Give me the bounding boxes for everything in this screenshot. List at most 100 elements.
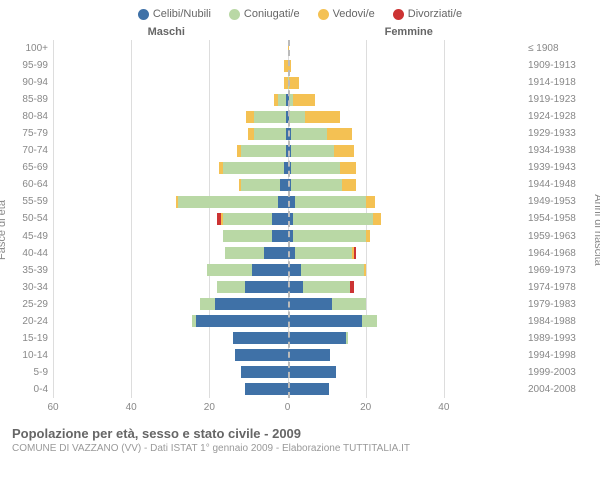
x-tick-label: 60 [47, 402, 58, 413]
bar-segment-con [241, 145, 286, 157]
bar-segment-cel [241, 366, 288, 378]
legend-item: Coniugati/e [229, 8, 300, 20]
bar-segment-cel [288, 298, 333, 310]
male-half [53, 60, 288, 72]
legend-swatch [393, 9, 404, 20]
female-half [288, 94, 523, 106]
gender-right-label: Femmine [288, 26, 531, 38]
birth-year-label: 1919-1923 [528, 94, 592, 105]
male-half [53, 298, 288, 310]
female-half [288, 366, 523, 378]
age-label: 90-94 [8, 77, 48, 88]
bar-segment-cel [288, 366, 337, 378]
legend-label: Divorziati/e [408, 8, 462, 20]
bar-segment-cel [288, 383, 329, 395]
age-label: 65-69 [8, 162, 48, 173]
age-label: 30-34 [8, 282, 48, 293]
bar-segment-con [254, 111, 285, 123]
y-axis-right-title: Anni di nascita [592, 194, 600, 266]
female-half [288, 349, 523, 361]
bar-segment-cel [196, 315, 288, 327]
bar-segment-ved [293, 94, 314, 106]
birth-year-label: 1999-2003 [528, 367, 592, 378]
female-half [288, 332, 523, 344]
female-half [288, 196, 523, 208]
female-half [288, 264, 523, 276]
age-label: 60-64 [8, 179, 48, 190]
legend-item: Vedovi/e [318, 8, 375, 20]
birth-year-label: 1914-1918 [528, 77, 592, 88]
male-half [53, 247, 288, 259]
legend-swatch [138, 9, 149, 20]
female-half [288, 162, 523, 174]
birth-year-label: 1944-1948 [528, 179, 592, 190]
female-half [288, 383, 523, 395]
bar-segment-con [301, 264, 364, 276]
bar-segment-con [332, 298, 365, 310]
bar-segment-cel [264, 247, 287, 259]
y-axis-left-labels: 100+95-9990-9485-8980-8475-7970-7465-696… [8, 40, 48, 398]
bar-segment-ved [340, 162, 356, 174]
age-label: 15-19 [8, 333, 48, 344]
y-axis-right-labels: ≤ 19081909-19131914-19181919-19231924-19… [528, 40, 592, 398]
age-label: 40-44 [8, 248, 48, 259]
bar-segment-cel [288, 264, 302, 276]
legend: Celibi/Nubili Coniugati/e Vedovi/e Divorzia… [0, 0, 600, 24]
birth-year-label: 1959-1963 [528, 231, 592, 242]
female-half [288, 128, 523, 140]
legend-label: Coniugati/e [244, 8, 300, 20]
female-half [288, 145, 523, 157]
male-half [53, 94, 288, 106]
bar-segment-con [293, 213, 373, 225]
bar-segment-con [362, 315, 378, 327]
birth-year-label: 1949-1953 [528, 196, 592, 207]
age-label: 75-79 [8, 128, 48, 139]
bar-segment-cel [272, 230, 288, 242]
female-half [288, 315, 523, 327]
bar-segment-cel [288, 315, 362, 327]
male-half [53, 128, 288, 140]
bar-segment-div [354, 247, 356, 259]
age-label: 55-59 [8, 196, 48, 207]
legend-item: Divorziati/e [393, 8, 462, 20]
female-half [288, 43, 523, 55]
legend-item: Celibi/Nubili [138, 8, 211, 20]
age-label: 35-39 [8, 265, 48, 276]
age-label: 80-84 [8, 111, 48, 122]
birth-year-label: 1994-1998 [528, 350, 592, 361]
bar-segment-cel [288, 281, 304, 293]
female-half [288, 213, 523, 225]
bar-segment-con [289, 111, 305, 123]
bar-segment-cel [288, 332, 347, 344]
y-axis-left-title: Fasce di età [0, 200, 8, 260]
x-tick-label: 40 [438, 402, 449, 413]
bar-segment-con [293, 230, 365, 242]
chart-title: Popolazione per età, sesso e stato civil… [12, 426, 588, 441]
age-label: 50-54 [8, 213, 48, 224]
bar-segment-cel [272, 213, 288, 225]
male-half [53, 264, 288, 276]
bar-segment-con [278, 94, 286, 106]
bar-segment-con [303, 281, 350, 293]
birth-year-label: 1934-1938 [528, 145, 592, 156]
birth-year-label: 1989-1993 [528, 333, 592, 344]
legend-label: Celibi/Nubili [153, 8, 211, 20]
bar-segment-ved [327, 128, 352, 140]
age-label: 95-99 [8, 60, 48, 71]
male-half [53, 196, 288, 208]
age-label: 0-4 [8, 384, 48, 395]
bar-segment-cel [215, 298, 287, 310]
bar-segment-con [295, 247, 352, 259]
bar-segment-con [291, 162, 340, 174]
male-half [53, 332, 288, 344]
birth-year-label: 1969-1973 [528, 265, 592, 276]
bar-segment-ved [305, 111, 340, 123]
birth-year-label: 1939-1943 [528, 162, 592, 173]
plot-area [53, 40, 522, 398]
bar-segment-cel [245, 383, 288, 395]
bar-segment-con [346, 332, 348, 344]
birth-year-label: ≤ 1908 [528, 43, 592, 54]
bar-segment-con [223, 213, 272, 225]
female-half [288, 247, 523, 259]
bar-segment-cel [288, 349, 331, 361]
